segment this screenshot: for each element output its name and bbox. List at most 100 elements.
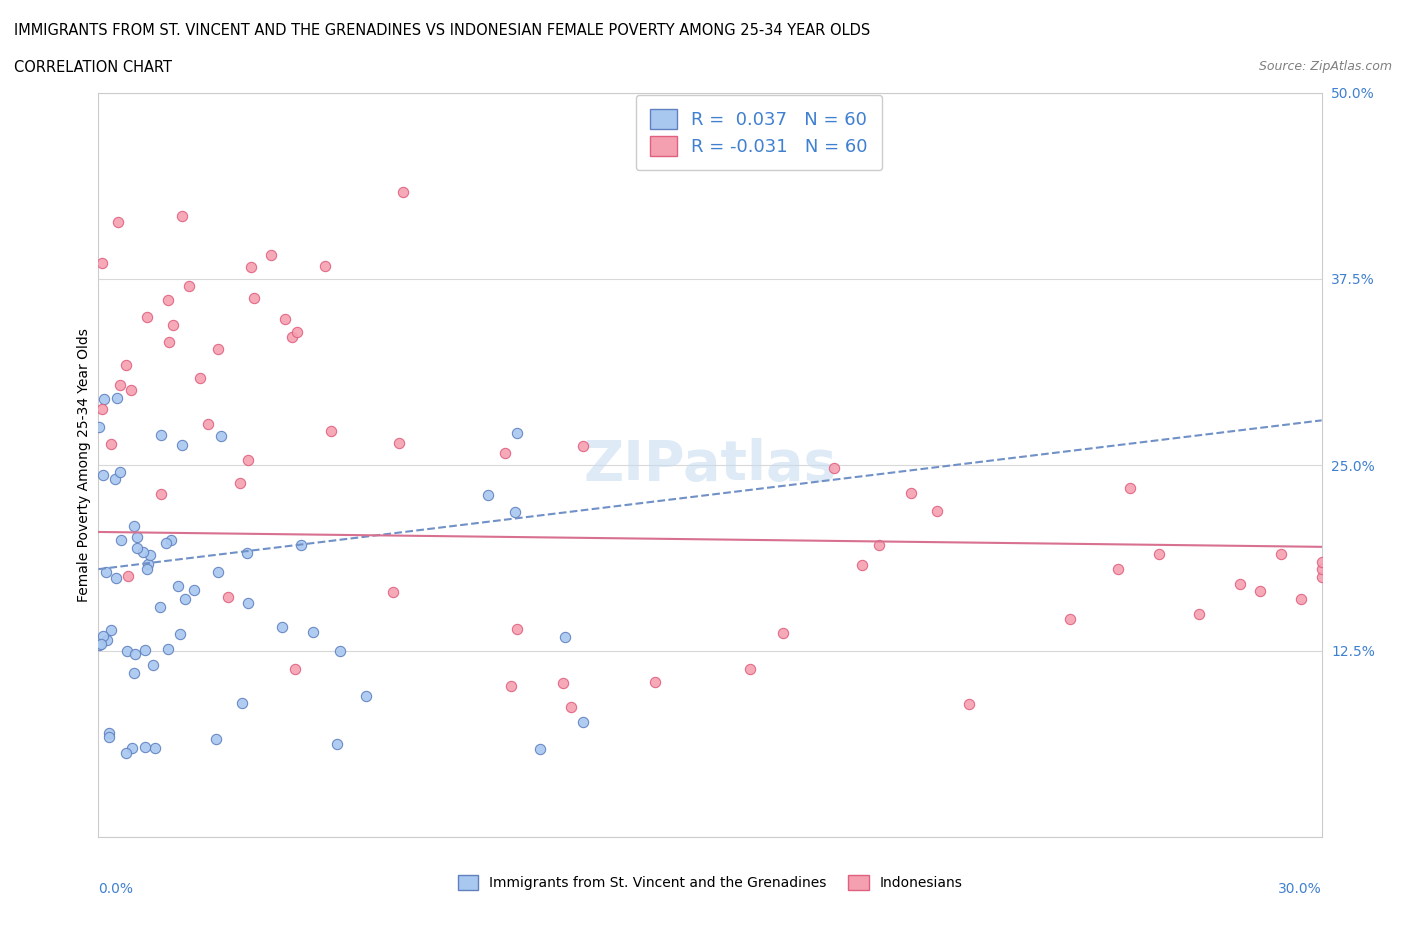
Text: 30.0%: 30.0% [1278,882,1322,896]
Point [91,401,114,416]
Point [134,739,156,754]
Point [136,556,159,571]
Point [150,428,173,443]
Point [172,208,194,223]
Point [271,619,294,634]
Point [529,741,551,756]
Point [238,595,260,610]
Point [392,185,415,200]
Point [115,644,138,658]
Point [503,505,526,520]
Point [499,679,522,694]
Point [177,279,200,294]
Point [900,485,922,500]
Point [217,590,239,604]
Point [260,247,283,262]
Point [329,644,352,658]
Legend: Immigrants from St. Vincent and the Grenadines, Indonesians: Immigrants from St. Vincent and the Gren… [450,869,970,897]
Point [157,642,180,657]
Point [1119,481,1142,496]
Point [124,646,146,661]
Point [155,536,177,551]
Point [169,626,191,641]
Point [239,259,262,274]
Point [1059,612,1081,627]
Point [285,325,308,339]
Point [506,426,529,441]
Point [772,626,794,641]
Point [110,533,132,548]
Point [314,259,336,273]
Text: CORRELATION CHART: CORRELATION CHART [14,60,172,75]
Text: Source: ZipAtlas.com: Source: ZipAtlas.com [1258,60,1392,73]
Point [156,293,179,308]
Point [188,371,211,386]
Point [1270,547,1292,562]
Point [207,342,229,357]
Point [104,472,127,486]
Point [136,310,159,325]
Point [143,740,166,755]
Point [229,476,252,491]
Point [290,538,312,552]
Point [571,715,593,730]
Point [108,464,131,479]
Point [572,438,595,453]
Point [551,676,574,691]
Point [851,557,873,572]
Point [197,417,219,432]
Point [1147,547,1170,562]
Point [284,661,307,676]
Point [381,585,404,600]
Point [740,661,762,676]
Point [554,630,576,644]
Point [96,632,118,647]
Point [1188,606,1211,621]
Point [142,658,165,672]
Point [1291,591,1313,606]
Point [121,740,143,755]
Text: ZIPatlas: ZIPatlas [583,438,837,492]
Point [94,565,117,579]
Point [1310,554,1333,569]
Point [354,688,377,703]
Point [172,437,194,452]
Point [301,625,323,640]
Point [281,329,304,344]
Point [494,445,516,460]
Point [115,746,138,761]
Point [207,565,229,579]
Point [236,546,259,561]
Point [127,540,149,555]
Point [122,665,145,680]
Point [183,582,205,597]
Point [110,377,132,392]
Point [91,629,114,644]
Point [204,731,226,746]
Point [98,725,121,740]
Point [90,637,112,652]
Point [231,696,253,711]
Point [157,335,180,350]
Point [957,697,980,711]
Point [505,621,527,636]
Point [100,622,122,637]
Point [173,591,195,606]
Point [104,571,127,586]
Point [644,674,666,689]
Point [87,638,110,653]
Point [117,569,139,584]
Point [1107,562,1129,577]
Point [139,548,162,563]
Point [162,318,184,333]
Point [274,312,297,327]
Point [125,530,148,545]
Point [132,545,155,560]
Point [100,437,122,452]
Point [105,391,128,405]
Point [159,533,181,548]
Point [388,435,411,450]
Point [91,256,114,271]
Point [1310,569,1333,584]
Point [93,392,115,406]
